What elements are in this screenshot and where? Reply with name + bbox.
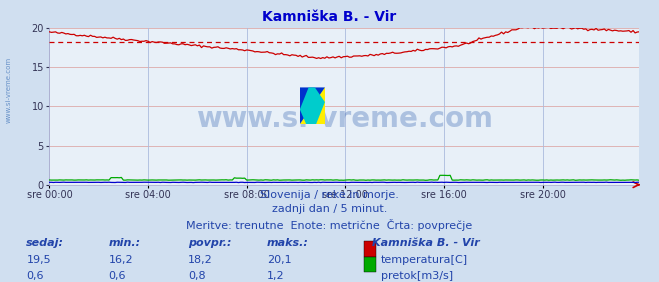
Text: www.si-vreme.com: www.si-vreme.com	[196, 105, 493, 133]
Text: zadnji dan / 5 minut.: zadnji dan / 5 minut.	[272, 204, 387, 214]
Text: 19,5: 19,5	[26, 255, 51, 265]
Text: 0,8: 0,8	[188, 271, 206, 281]
Text: Kamniška B. - Vir: Kamniška B. - Vir	[262, 10, 397, 24]
Text: Meritve: trenutne  Enote: metrične  Črta: povprečje: Meritve: trenutne Enote: metrične Črta: …	[186, 219, 473, 231]
Text: povpr.:: povpr.:	[188, 238, 231, 248]
Text: 16,2: 16,2	[109, 255, 133, 265]
Text: www.si-vreme.com: www.si-vreme.com	[5, 57, 11, 123]
Text: Slovenija / reke in morje.: Slovenija / reke in morje.	[260, 190, 399, 200]
Polygon shape	[300, 87, 325, 124]
Text: 0,6: 0,6	[26, 271, 44, 281]
Polygon shape	[300, 87, 325, 124]
Text: maks.:: maks.:	[267, 238, 309, 248]
Polygon shape	[300, 87, 325, 124]
Text: 0,6: 0,6	[109, 271, 127, 281]
Text: 1,2: 1,2	[267, 271, 285, 281]
Text: sedaj:: sedaj:	[26, 238, 65, 248]
Text: min.:: min.:	[109, 238, 141, 248]
Text: temperatura[C]: temperatura[C]	[381, 255, 468, 265]
Text: Kamniška B. - Vir: Kamniška B. - Vir	[372, 238, 480, 248]
Text: 20,1: 20,1	[267, 255, 291, 265]
Text: pretok[m3/s]: pretok[m3/s]	[381, 271, 453, 281]
Text: 18,2: 18,2	[188, 255, 213, 265]
